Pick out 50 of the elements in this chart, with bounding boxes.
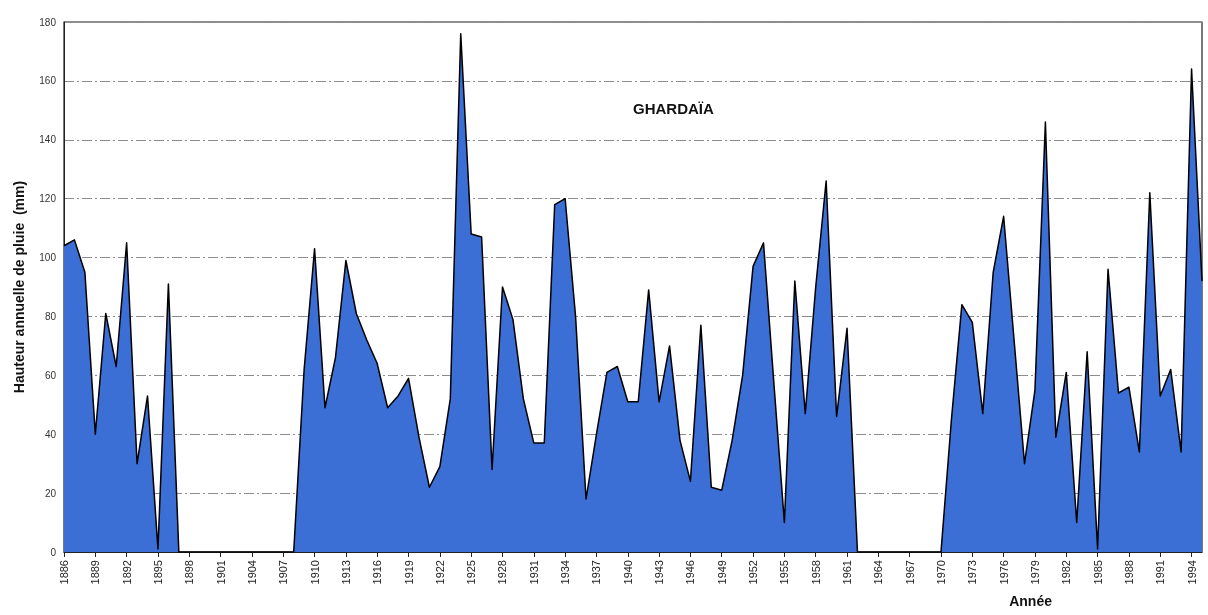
- x-tick-label: 1976: [997, 560, 1010, 585]
- x-tick-label: 1991: [1154, 560, 1167, 585]
- x-tick-label: 1931: [527, 560, 540, 585]
- y-tick-label: 100: [39, 252, 57, 264]
- x-tick-label: 1985: [1091, 560, 1104, 585]
- x-tick-label: 1901: [214, 560, 227, 585]
- x-tick-label: 1934: [559, 560, 572, 585]
- y-axis-title: Hauteur annuelle de pluie (mm): [11, 180, 27, 394]
- y-tick-label: 120: [39, 193, 57, 205]
- x-tick-label: 1919: [402, 560, 415, 585]
- x-tick-label: 1952: [747, 560, 760, 585]
- x-tick-label: 1895: [151, 560, 164, 585]
- x-tick-label: 1916: [371, 560, 384, 585]
- x-tick-label: 1955: [778, 560, 791, 585]
- x-tick-label: 1994: [1185, 560, 1198, 585]
- x-tick-label: 1898: [183, 560, 196, 585]
- text: GHARDAÏA: [633, 100, 714, 117]
- x-tick-label: 1913: [339, 560, 352, 585]
- y-tick-label: 40: [44, 428, 57, 440]
- x-tick-label: 1964: [872, 560, 885, 585]
- x-tick-label: 1925: [465, 560, 478, 585]
- x-tick-label: 1940: [621, 560, 634, 585]
- y-tick-label: 80: [44, 310, 57, 322]
- y-tick-label: 20: [44, 487, 57, 499]
- y-tick-label: 180: [39, 16, 57, 28]
- x-tick-label: 1967: [903, 560, 916, 585]
- y-tick-label: 160: [39, 75, 57, 87]
- x-tick-label: 1892: [120, 560, 133, 585]
- x-tick-label: 1937: [590, 560, 603, 585]
- y-tick-label: 60: [44, 369, 57, 381]
- x-tick-label: 1922: [433, 560, 446, 585]
- x-tick-label: 1958: [809, 560, 822, 585]
- x-tick-label: 1979: [1028, 560, 1041, 585]
- x-tick-label: 1982: [1060, 560, 1073, 585]
- x-tick-label: 1889: [89, 560, 102, 585]
- x-tick-label: 1943: [653, 560, 666, 585]
- x-tick-label: 1928: [496, 560, 509, 585]
- x-tick-label: 1904: [245, 560, 258, 585]
- y-tick-label: 0: [50, 546, 57, 558]
- x-tick-label: 1946: [684, 560, 697, 585]
- x-tick-label: 1988: [1122, 560, 1135, 585]
- x-tick-label: 1907: [277, 560, 290, 585]
- x-tick-label: 1961: [841, 560, 854, 585]
- x-tick-label: 1886: [58, 560, 70, 585]
- x-tick-label: 1910: [308, 560, 321, 585]
- x-tick-label: 1970: [934, 560, 947, 585]
- x-tick-label: 1973: [966, 560, 979, 585]
- y-tick-label: 140: [39, 134, 57, 146]
- x-tick-label: 1949: [715, 560, 728, 585]
- x-axis-title: Année: [1009, 593, 1053, 609]
